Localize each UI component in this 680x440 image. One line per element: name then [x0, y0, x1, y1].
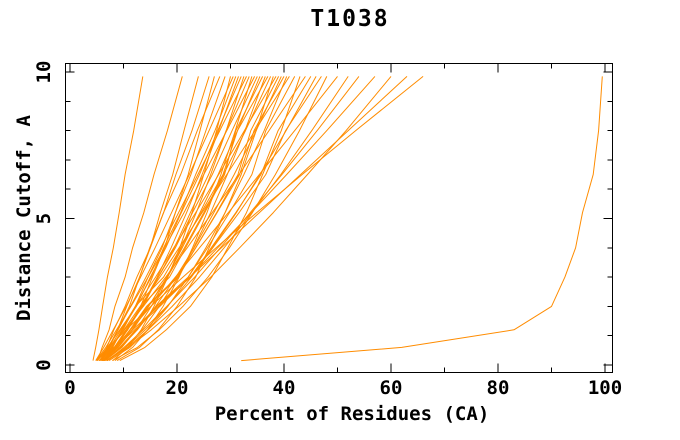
x-tick-label-20: 20 — [166, 377, 189, 399]
x-tick-label-60: 60 — [380, 377, 403, 399]
model-curve-42 — [106, 76, 392, 362]
x-tick-label-0: 0 — [64, 377, 75, 399]
model-curve-37 — [112, 76, 328, 362]
axes-layer — [65, 63, 613, 373]
model-curve-17 — [95, 76, 256, 361]
model-curve-41 — [98, 76, 376, 361]
chart-title: T1038 — [310, 6, 389, 32]
y-tick-label-5: 5 — [33, 213, 55, 224]
model-curve-22 — [100, 76, 269, 361]
x-tick-label-40: 40 — [273, 377, 296, 399]
model-curve-9 — [95, 76, 234, 361]
x-axis-label: Percent of Residues (CA) — [215, 403, 490, 425]
model-curves-layer — [92, 76, 603, 362]
model-curve-27 — [103, 76, 282, 361]
model-curve-40 — [107, 76, 360, 361]
y-tick-label-0: 0 — [33, 359, 55, 370]
model-curve-31 — [103, 76, 296, 361]
model-curve-1 — [92, 76, 144, 361]
model-curve-39 — [106, 76, 349, 362]
y-tick-label-10: 10 — [33, 61, 55, 84]
outlier-model-curve — [241, 76, 603, 362]
model-curve-19 — [102, 76, 261, 361]
model-curve-25 — [96, 76, 277, 361]
x-tick-label-100: 100 — [588, 377, 622, 399]
model-curve-44 — [96, 76, 424, 361]
model-curve-43 — [99, 76, 408, 361]
model-curve-2 — [97, 76, 183, 361]
y-axis-label: Distance Cutoff, A — [13, 114, 35, 320]
model-curve-6 — [99, 76, 221, 361]
x-tick-label-80: 80 — [487, 377, 510, 399]
model-curve-32 — [119, 76, 301, 362]
model-curve-36 — [104, 76, 322, 361]
